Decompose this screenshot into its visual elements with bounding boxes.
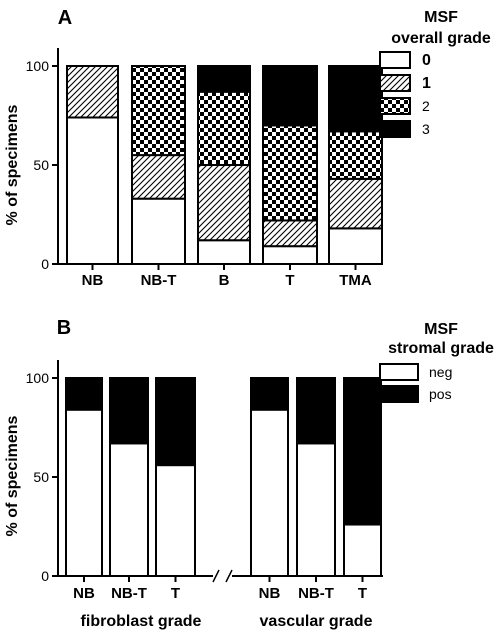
- legend-label: 0: [422, 52, 431, 69]
- bar-segment: [109, 377, 149, 445]
- bar-segment: [131, 197, 186, 265]
- bar-segment: [66, 65, 119, 119]
- panel-b: B % of specimens 0 50 100 NB NB-T T NB NB-T Tfibro…: [4, 317, 494, 630]
- x-tick-label: NB-T: [298, 585, 334, 602]
- legend-label: 2: [422, 98, 430, 114]
- bar-segment: [197, 164, 251, 242]
- legend-swatch: [379, 97, 411, 115]
- legend-label: neg: [429, 364, 452, 380]
- legend-label: pos: [429, 386, 452, 402]
- bar-segment: [65, 377, 103, 411]
- bar-segment: [262, 245, 318, 265]
- bar-segment: [65, 408, 103, 577]
- x-tick-label: TMA: [339, 272, 372, 289]
- bar-segment: [328, 227, 383, 265]
- y-tick-label: 0: [41, 256, 49, 272]
- legend-swatch: [379, 363, 419, 381]
- bar-segment: [197, 90, 251, 166]
- legend-swatch: [379, 385, 419, 403]
- legend-swatch: [379, 74, 411, 92]
- legend-swatch: [379, 51, 411, 69]
- bar-segment: [328, 130, 383, 180]
- bar-segment: [262, 219, 318, 248]
- bar-segment: [250, 377, 289, 411]
- bar-segment: [66, 116, 119, 266]
- panel-a: A % of specimens 0 50 100 NB NB-T B T TMA MSF overa…: [4, 7, 491, 289]
- bar-segment: [296, 377, 336, 445]
- x-tick-label: NB: [73, 585, 95, 602]
- bar-segment: [328, 65, 383, 133]
- x-tick-label: NB: [259, 585, 281, 602]
- group-label: fibroblast grade: [81, 613, 202, 630]
- x-tick-label: T: [171, 585, 180, 602]
- bar-segment: [250, 408, 289, 577]
- bar-segment: [262, 65, 318, 127]
- bar-segment: [155, 377, 196, 467]
- x-tick-label: NB: [82, 272, 104, 289]
- legend-label: 3: [422, 121, 430, 137]
- panel-label: A: [58, 7, 72, 29]
- bar-segment: [343, 377, 382, 526]
- legend-title: MSF: [424, 9, 458, 26]
- bar-segment: [131, 65, 186, 157]
- y-axis-label: % of specimens: [4, 415, 21, 536]
- x-tick-label: T: [358, 585, 367, 602]
- bar-segment: [296, 442, 336, 577]
- bar-segment: [328, 177, 383, 230]
- bar-segment: [343, 523, 382, 578]
- legend-title: overall grade: [391, 30, 491, 47]
- bar-segment: [109, 442, 149, 577]
- y-tick-label: 50: [33, 469, 49, 485]
- legend-swatch: [379, 120, 411, 138]
- bar-segment: [155, 464, 196, 577]
- y-tick-label: 100: [26, 370, 50, 386]
- panel-label: B: [57, 317, 71, 339]
- bar-segment: [262, 124, 318, 222]
- axis-break-mark: [212, 569, 220, 583]
- y-tick-label: 50: [33, 157, 49, 173]
- group-label: vascular grade: [260, 613, 373, 630]
- bar-segment: [131, 154, 186, 200]
- x-tick-label: NB-T: [111, 585, 147, 602]
- x-tick-label: B: [219, 272, 230, 289]
- y-axis-label: % of specimens: [4, 104, 21, 225]
- legend-label: 1: [422, 75, 431, 92]
- x-tick-label: T: [285, 272, 294, 289]
- legend-title: MSF: [424, 321, 458, 338]
- x-tick-label: NB-T: [141, 272, 177, 289]
- y-tick-label: 100: [26, 58, 50, 74]
- y-tick-label: 0: [41, 568, 49, 584]
- legend-title: stromal grade: [388, 340, 494, 357]
- bar-segment: [197, 65, 251, 93]
- bar-segment: [197, 239, 251, 266]
- axis-break-mark: [225, 569, 233, 583]
